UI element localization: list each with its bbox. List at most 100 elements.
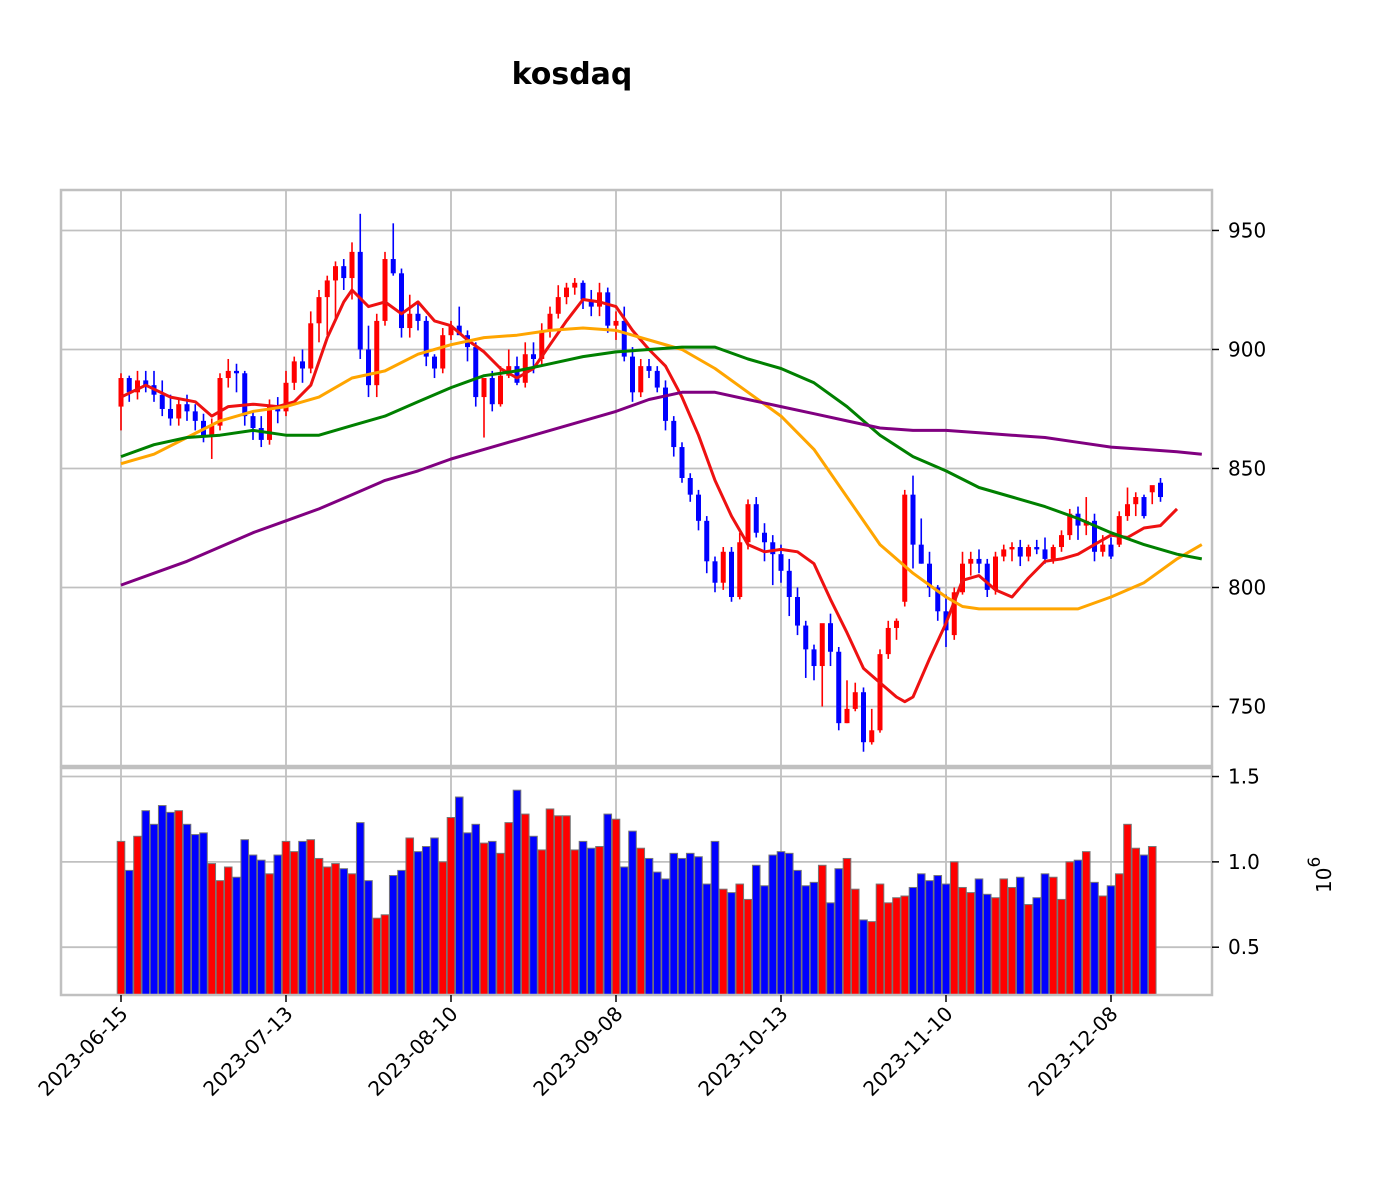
- volume-bar: [413, 851, 423, 996]
- candle-body: [258, 428, 264, 440]
- volume-bar: [520, 813, 530, 996]
- candle-body: [267, 406, 272, 440]
- volume-bar: [1057, 898, 1066, 996]
- volume-bar: [1139, 854, 1149, 996]
- volume-offset-label: 106: [1305, 857, 1336, 893]
- candle-body: [1042, 549, 1048, 559]
- volume-bar: [603, 813, 613, 996]
- volume-bar: [397, 869, 406, 996]
- candle-body: [456, 325, 462, 336]
- price-tick-label: 900: [1228, 337, 1266, 361]
- price-tick-label: 800: [1228, 575, 1266, 599]
- candle-body: [877, 654, 883, 731]
- candle-wick: [458, 306, 461, 331]
- candle-body: [737, 542, 743, 598]
- volume-bar: [215, 880, 225, 996]
- volume-bar: [1032, 897, 1042, 996]
- volume-bar: [388, 875, 398, 996]
- candle-body: [861, 692, 866, 743]
- candle-body: [828, 623, 833, 652]
- volume-bar: [364, 880, 373, 996]
- candle-body: [209, 425, 215, 436]
- candle-wick: [1151, 487, 1154, 505]
- price-panel-frame: [59, 188, 1214, 768]
- candle-body: [927, 563, 932, 588]
- volume-bar: [982, 893, 992, 996]
- candle-body: [704, 520, 710, 562]
- volume-bar: [265, 873, 274, 996]
- date-tick-label: 2023-10-13: [693, 1002, 792, 1101]
- volume-panel-frame: [59, 766, 1214, 997]
- volume-bar: [454, 796, 464, 996]
- volume-bar: [1098, 895, 1108, 996]
- volume-bar: [718, 888, 728, 996]
- volume-bar: [141, 810, 151, 996]
- candle-body: [498, 375, 503, 405]
- volume-bar: [611, 818, 621, 996]
- candle-body: [168, 408, 173, 419]
- price-tick-label: 850: [1228, 456, 1266, 480]
- candle-body: [118, 378, 124, 407]
- volume-bar: [842, 857, 852, 996]
- candle-body: [300, 361, 305, 369]
- volume-bar: [537, 849, 547, 996]
- candle-body: [1034, 547, 1040, 550]
- volume-bar: [1147, 846, 1157, 996]
- candle-body: [630, 356, 635, 393]
- volume-bar: [735, 883, 745, 996]
- price-tick-label: 950: [1228, 218, 1266, 242]
- volume-bar: [1015, 876, 1025, 996]
- candle-body: [819, 623, 825, 667]
- volume-bar: [933, 875, 943, 996]
- volume-bar: [314, 857, 324, 996]
- volume-bar: [529, 835, 538, 996]
- volume-bar: [1024, 904, 1033, 996]
- volume-bar: [949, 861, 959, 996]
- candle-wick: [392, 223, 395, 276]
- candle-body: [613, 320, 619, 326]
- volume-bar: [207, 863, 217, 996]
- candle-body: [366, 349, 371, 386]
- candle-body: [621, 320, 627, 357]
- volume-bar: [298, 840, 307, 996]
- candle-body: [473, 347, 479, 398]
- volume-bar: [322, 866, 332, 996]
- candle-body: [811, 649, 817, 667]
- candle-body: [762, 532, 767, 543]
- volume-bar: [223, 866, 233, 996]
- candles: [118, 213, 1163, 752]
- volume-bar: [289, 851, 299, 996]
- candle-body: [663, 387, 668, 421]
- volume-bar: [1007, 886, 1017, 996]
- candle-body: [786, 570, 792, 598]
- volume-bar: [727, 892, 736, 996]
- candle-body: [407, 313, 413, 329]
- volume-bar: [1081, 851, 1091, 996]
- date-tick-label: 2023-06-15: [33, 1002, 132, 1101]
- volume-bar: [644, 857, 654, 996]
- volume-bar: [273, 854, 283, 996]
- volume-bar: [628, 830, 637, 996]
- volume-bar: [760, 885, 769, 996]
- candle-body: [217, 378, 223, 426]
- candle-body: [984, 563, 990, 590]
- volume-bar: [1040, 873, 1050, 996]
- volume-bar: [562, 815, 571, 996]
- volume-bar: [908, 886, 918, 996]
- candle-body: [910, 494, 916, 545]
- candle-body: [143, 380, 149, 386]
- candle-wick: [1085, 497, 1088, 536]
- candle-body: [1017, 547, 1023, 557]
- candle-body: [415, 313, 421, 321]
- candle-body: [852, 692, 858, 709]
- candle-body: [646, 366, 652, 371]
- volume-bar: [1114, 873, 1124, 996]
- candle-body: [539, 330, 545, 359]
- volume-bar: [768, 854, 778, 996]
- volume-bar: [570, 849, 580, 996]
- candle-body: [679, 447, 685, 478]
- moving-average-line-ma5: [120, 288, 1179, 704]
- candle-body: [745, 504, 751, 543]
- candle-wick: [870, 708, 873, 745]
- volume-bar: [966, 892, 976, 996]
